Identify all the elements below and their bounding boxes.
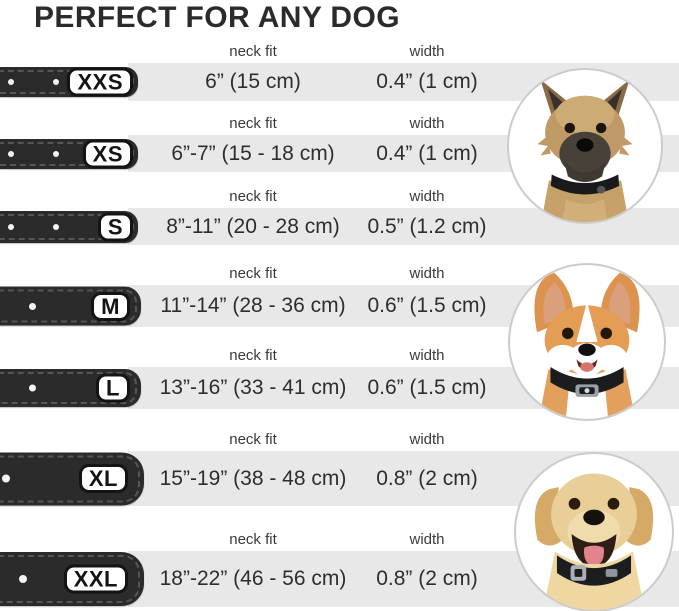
neck-fit-header: neck fit: [229, 531, 277, 548]
width-header: width: [409, 531, 445, 548]
neck-fit-value: 6”-7” (15 - 18 cm): [171, 141, 335, 165]
size-badge: L: [96, 373, 130, 403]
page-title: PERFECT FOR ANY DOG: [34, 1, 400, 34]
collar-hole: [8, 223, 14, 230]
width-value: 0.5” (1.2 cm): [367, 214, 487, 238]
size-badge: M: [91, 291, 130, 321]
stitch-line: [0, 70, 134, 94]
width-header: width: [409, 188, 445, 205]
width-header: width: [409, 347, 445, 364]
labrador-dog-photo: [534, 473, 654, 610]
width-value: 0.6” (1.5 cm): [367, 376, 487, 399]
stitch-line: [0, 141, 134, 166]
neck-fit-header: neck fit: [229, 115, 277, 132]
stitch-line: [0, 372, 137, 404]
neck-fit-header: neck fit: [229, 431, 277, 448]
width-value: 0.4” (1 cm): [376, 141, 478, 165]
width-value: 0.6” (1.5 cm): [367, 294, 487, 317]
collar-hole: [8, 79, 14, 85]
width-value: 0.8” (2 cm): [376, 466, 478, 490]
collar-hole: [29, 302, 36, 310]
neck-fit-header: neck fit: [229, 265, 277, 282]
terrier-dog-photo: [537, 79, 633, 222]
size-badge: S: [97, 212, 133, 241]
collar-hole: [53, 79, 59, 85]
neck-fit-header: neck fit: [229, 43, 277, 60]
neck-fit-header: neck fit: [229, 347, 277, 364]
neck-fit-value: 6” (15 cm): [205, 70, 301, 93]
width-header: width: [409, 43, 445, 60]
width-header: width: [409, 431, 445, 448]
neck-fit-value: 15”-19” (38 - 48 cm): [159, 466, 347, 490]
collar-strap-l: L: [0, 369, 141, 407]
width-value: 0.4” (1 cm): [376, 70, 478, 93]
size-badge: XS: [82, 139, 133, 168]
neck-fit-value: 18”-22” (46 - 56 cm): [159, 567, 347, 590]
stitch-line: [0, 213, 134, 240]
width-value: 0.8” (2 cm): [376, 567, 478, 590]
collar-hole: [2, 474, 10, 483]
size-badge: XXS: [67, 67, 133, 97]
collar-strap-xl: XL: [0, 452, 144, 505]
collar-strap-xs: XS: [0, 138, 138, 169]
neck-fit-header: neck fit: [229, 188, 277, 205]
width-header: width: [409, 265, 445, 282]
stitch-line: [0, 555, 140, 603]
collar-hole: [29, 384, 36, 392]
collar-strap-xxs: XXS: [0, 67, 138, 97]
collar-hole: [8, 150, 14, 157]
neck-fit-value: 8”-11” (20 - 28 cm): [166, 214, 340, 238]
stitch-line: [0, 289, 137, 323]
dog-photo-circle-labrador: [514, 452, 674, 611]
size-badge: XL: [78, 464, 128, 493]
collar-hole: [53, 150, 59, 157]
dog-photo-circle-terrier: [507, 68, 663, 224]
stitch-line: [0, 455, 140, 502]
corgi-dog-photo: [534, 272, 640, 419]
width-header: width: [409, 115, 445, 132]
collar-hole: [19, 575, 27, 583]
dog-photo-circle-corgi: [508, 263, 666, 421]
collar-strap-s: S: [0, 210, 138, 243]
collar-hole: [53, 223, 59, 230]
collar-strap-m: M: [0, 286, 141, 326]
neck-fit-value: 13”-16” (33 - 41 cm): [159, 376, 347, 399]
size-badge: XXL: [63, 564, 128, 594]
collar-strap-xxl: XXL: [0, 552, 144, 606]
neck-fit-value: 11”-14” (28 - 36 cm): [160, 294, 346, 317]
